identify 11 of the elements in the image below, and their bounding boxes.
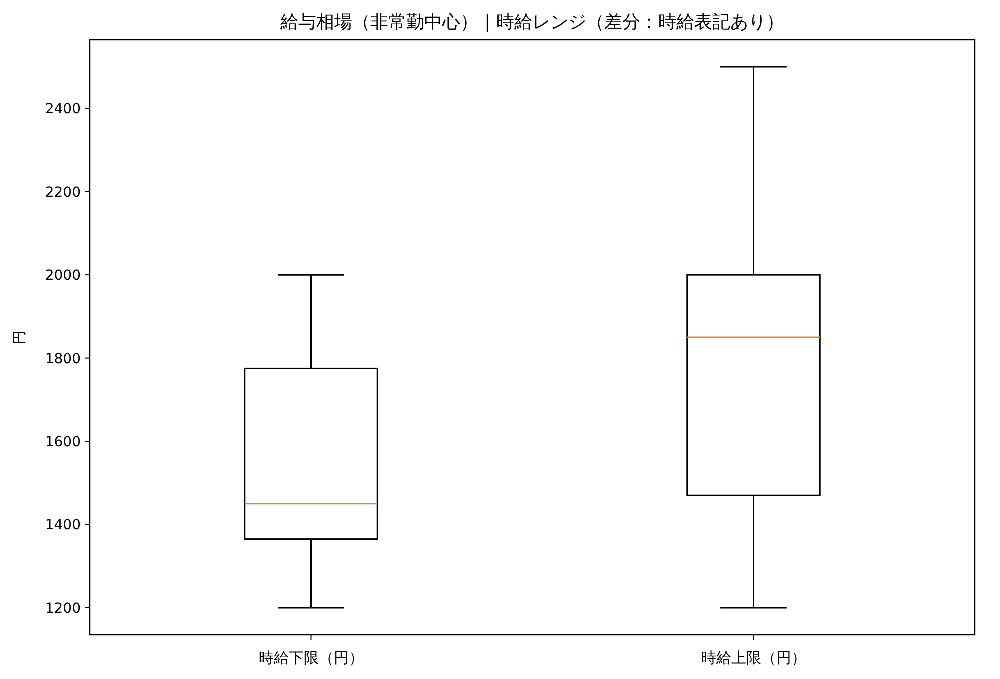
chart-title: 給与相場（非常勤中心）｜時給レンジ（差分：時給表記あり） [280,12,784,33]
y-tick-label: 2400 [45,102,81,118]
y-tick-label: 1600 [45,434,81,451]
y-tick-label: 2200 [45,184,81,201]
y-tick-label: 2000 [45,268,81,284]
x-tick-label: 時給下限（円） [258,649,364,667]
y-tick-label: 1400 [45,518,81,534]
x-tick-label: 時給上限（円） [701,649,806,667]
y-axis-title: 円 [12,330,28,344]
y-tick-label: 1800 [45,351,81,368]
y-tick-label: 1200 [45,600,81,617]
